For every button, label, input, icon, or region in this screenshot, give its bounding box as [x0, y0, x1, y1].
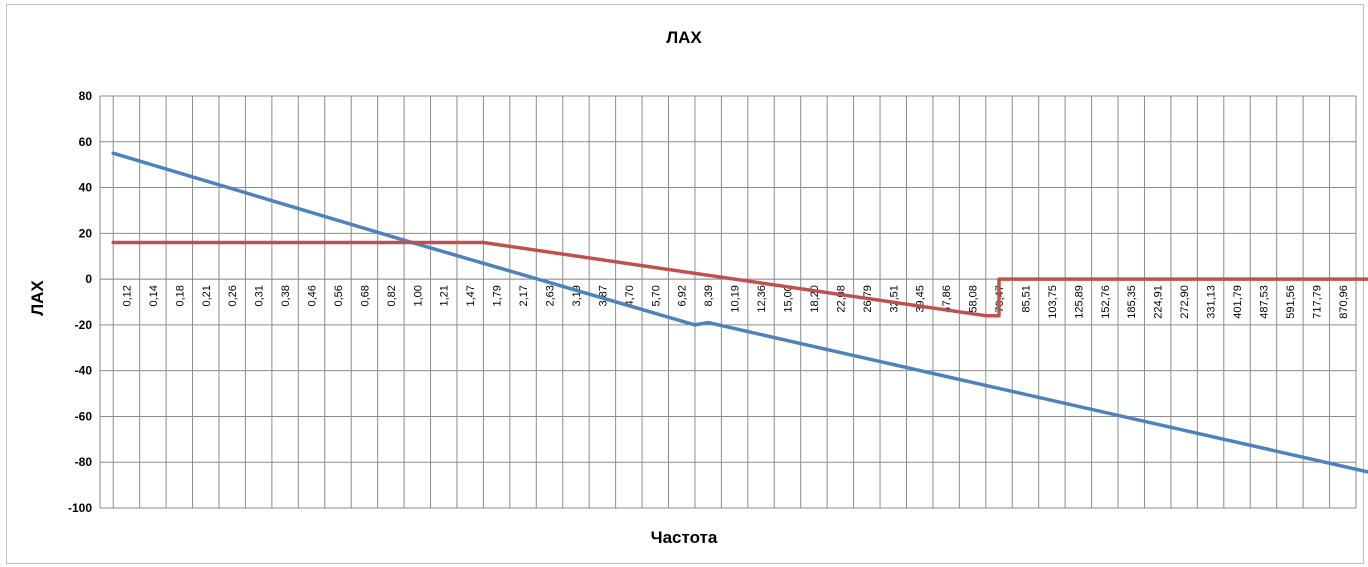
x-tick-label: 1,79 [492, 285, 504, 306]
y-tick-label: -40 [75, 364, 93, 378]
x-tick-label: 0,82 [386, 285, 398, 306]
x-tick-label: 272,90 [1179, 285, 1191, 319]
x-tick-label: 0,18 [174, 285, 186, 306]
x-tick-label: 331,13 [1206, 285, 1218, 319]
x-tick-label: 487,53 [1258, 285, 1270, 319]
x-tick-label: 401,79 [1232, 285, 1244, 319]
x-tick-label: 47,86 [941, 285, 953, 313]
x-tick-label: 717,79 [1311, 285, 1323, 319]
x-tick-label: 0,31 [254, 285, 266, 306]
x-tick-labels: 0,12 0,14 0,18 0,21 0,26 0,31 0,38 0,46 0,56 0,68… [121, 285, 1349, 319]
y-tick-label: 80 [79, 89, 93, 103]
x-tick-label: 10,19 [730, 285, 742, 313]
x-tick-label: 12,36 [756, 285, 768, 313]
y-tick-label: -60 [75, 409, 93, 423]
x-tick-label: 0,68 [359, 285, 371, 306]
y-tick-labels: 80 60 40 20 0 -20 -40 -60 -80 -100 [68, 89, 92, 515]
x-tick-label: 8,39 [703, 285, 715, 306]
x-tick-label: 0,26 [227, 285, 239, 306]
x-tick-label: 22,08 [835, 285, 847, 313]
y-tick-label: 40 [79, 181, 93, 195]
y-tick-label: 0 [85, 272, 92, 286]
x-tick-label: 0,46 [307, 285, 319, 306]
x-tick-label: 0,14 [148, 285, 160, 306]
x-tick-label: 0,56 [333, 285, 345, 306]
y-tick-label: -80 [75, 455, 93, 469]
x-tick-label: 0,12 [121, 285, 133, 306]
x-tick-label: 591,56 [1285, 285, 1297, 319]
x-tick-label: 32,51 [888, 285, 900, 313]
x-tick-label: 2,17 [518, 285, 530, 306]
x-tick-label: 152,76 [1100, 285, 1112, 319]
x-tick-label: 2,63 [545, 285, 557, 306]
x-tick-label: 5,70 [650, 285, 662, 306]
series-layer [111, 151, 1368, 474]
x-tick-label: 4,70 [624, 285, 636, 306]
x-tick-label: 1,00 [412, 285, 424, 306]
x-tick-label: 125,89 [1073, 285, 1085, 319]
y-tick-label: 20 [79, 226, 93, 240]
x-tick-label: 85,51 [1020, 285, 1032, 313]
series-line-1 [111, 151, 1368, 474]
x-tick-label: 58,08 [968, 285, 980, 313]
x-tick-label: 1,47 [465, 285, 477, 306]
y-tick-label: 60 [79, 135, 93, 149]
x-tick-label: 1,21 [439, 285, 451, 306]
x-tick-label: 185,35 [1126, 285, 1138, 319]
y-tick-label: -20 [75, 318, 93, 332]
chart-border [6, 4, 1364, 564]
chart-title: ЛАХ [666, 28, 702, 47]
y-tick-label: -100 [68, 501, 92, 515]
x-axis-label: Частота [650, 528, 718, 547]
vertical-gridlines [99, 96, 1357, 508]
x-tick-label: 0,38 [280, 285, 292, 306]
x-tick-label: 870,96 [1338, 285, 1350, 319]
x-tick-label: 6,92 [677, 285, 689, 306]
x-tick-label: 103,75 [1047, 285, 1059, 319]
x-tick-label: 0,21 [201, 285, 213, 306]
series-line-2 [111, 240, 1368, 318]
x-tick-label: 224,91 [1153, 285, 1165, 319]
x-tick-label: 3,87 [597, 285, 609, 306]
x-tick-label: 15,00 [782, 285, 794, 313]
